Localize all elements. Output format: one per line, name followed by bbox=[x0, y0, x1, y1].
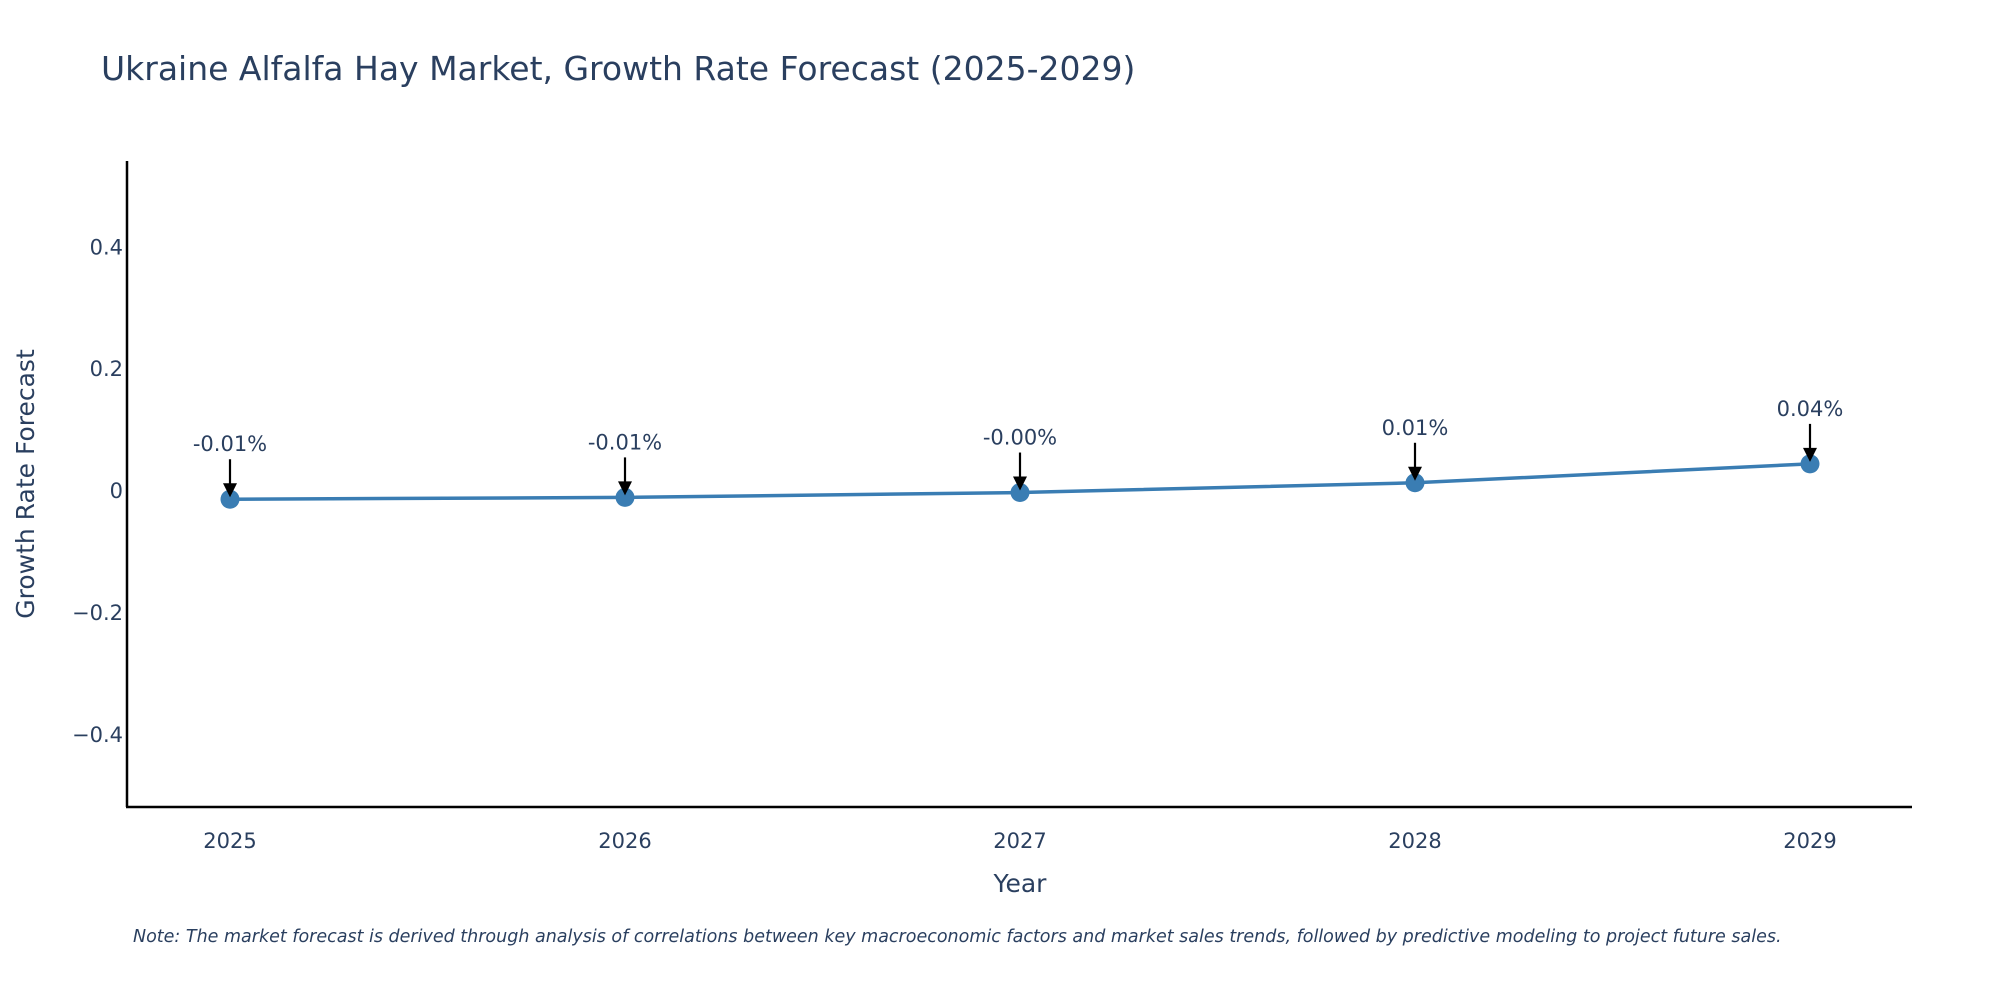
chart-title: Ukraine Alfalfa Hay Market, Growth Rate … bbox=[101, 49, 1135, 88]
data-point-marker bbox=[220, 489, 240, 509]
y-tick-label: 0 bbox=[110, 479, 123, 503]
annotation-arrowhead bbox=[1408, 466, 1422, 481]
x-axis-ticks: 2025 2026 2027 2028 2029 bbox=[203, 829, 1836, 853]
y-axis-title: Growth Rate Forecast bbox=[11, 349, 40, 619]
data-point-marker bbox=[1405, 473, 1425, 493]
annotation-arrowhead bbox=[223, 483, 237, 498]
x-tick-label: 2026 bbox=[598, 829, 651, 853]
y-tick-label: 0.4 bbox=[90, 235, 123, 259]
series-growth-rate bbox=[220, 454, 1820, 509]
x-axis-title: Year bbox=[993, 869, 1048, 898]
data-label: 0.04% bbox=[1777, 397, 1844, 421]
annotation-arrowhead bbox=[1803, 447, 1817, 462]
annotation-arrowhead bbox=[618, 481, 632, 496]
data-label: -0.01% bbox=[588, 430, 662, 454]
x-tick-label: 2027 bbox=[993, 829, 1046, 853]
x-tick-label: 2029 bbox=[1783, 829, 1836, 853]
y-axis-ticks: 0.4 0.2 0 −0.2 −0.4 bbox=[72, 235, 123, 747]
x-tick-label: 2025 bbox=[203, 829, 256, 853]
y-tick-label: 0.2 bbox=[90, 357, 123, 381]
data-label: 0.01% bbox=[1382, 416, 1449, 440]
data-label: -0.01% bbox=[193, 432, 267, 456]
data-label: -0.00% bbox=[983, 426, 1057, 450]
chart-note: Note: The market forecast is derived thr… bbox=[133, 927, 1782, 947]
data-point-marker bbox=[1010, 483, 1030, 503]
x-tick-label: 2028 bbox=[1388, 829, 1441, 853]
data-annotations: -0.01% -0.01% -0.00% 0.01% 0.04% bbox=[193, 397, 1844, 498]
data-point-marker bbox=[1800, 454, 1820, 474]
annotation-arrowhead bbox=[1013, 476, 1027, 491]
y-tick-label: −0.2 bbox=[72, 601, 123, 625]
y-tick-label: −0.4 bbox=[72, 723, 123, 747]
data-point-marker bbox=[615, 487, 635, 507]
